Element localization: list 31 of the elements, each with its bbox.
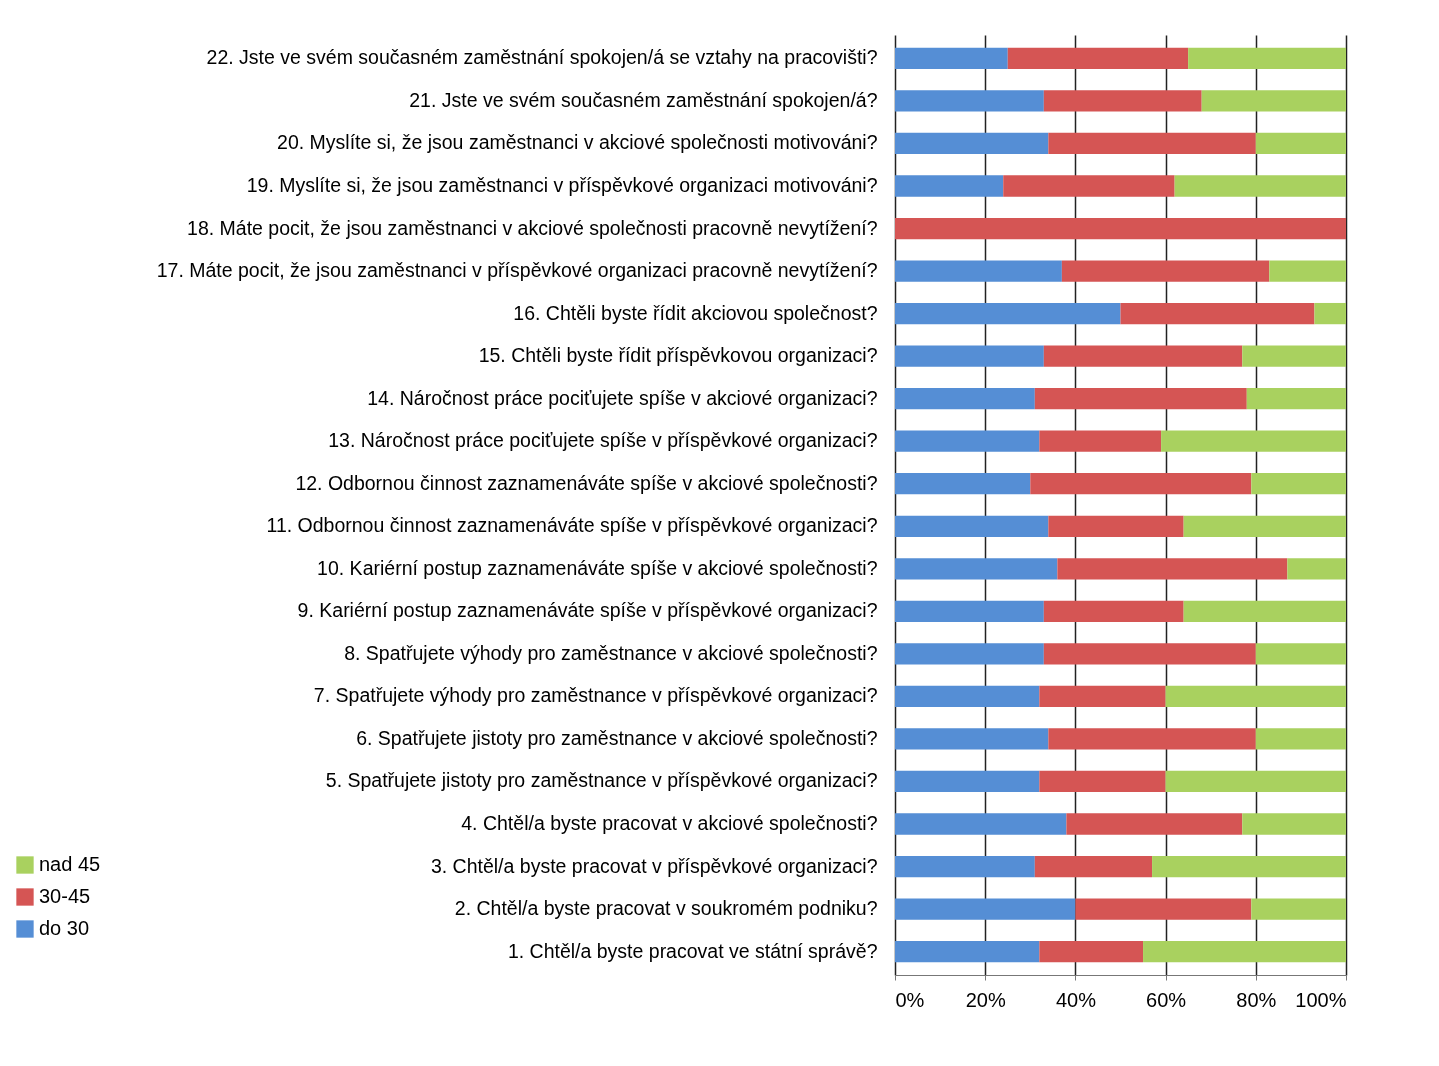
legend-label: 30-45 xyxy=(39,885,91,907)
y-tick-label: 14. Náročnost práce pociťujete spíše v akciové organizaci? xyxy=(367,386,878,409)
y-tick-label: 6. Spatřujete jistoty pro zaměstnance v akciové společnosti? xyxy=(356,726,878,749)
y-tick-label: 20. Myslíte si, že jsou zaměstnanci v akciové společnosti motivováni? xyxy=(277,131,878,154)
y-tick-label: 2. Chtěl/a byste pracovat v soukromém podniku? xyxy=(454,897,878,920)
x-tick-label: 100% xyxy=(1295,988,1347,1011)
y-tick-label: 15. Chtěli byste řídit příspěvkovou organizaci? xyxy=(478,344,878,367)
legend-label: nad 45 xyxy=(39,853,101,875)
y-tick-label: 9. Kariérní postup zaznamenáváte spíše v příspěvkové organizaci? xyxy=(297,599,878,622)
y-tick-label: 11. Odbornou činnost zaznamenáváte spíše v příspěvkové organizaci? xyxy=(266,514,878,537)
x-tick-label: 60% xyxy=(1146,988,1187,1011)
x-tick-label: 0% xyxy=(895,988,925,1011)
y-tick-label: 22. Jste ve svém současném zaměstnání spokojen/á se vztahy na pracovišti? xyxy=(206,46,878,69)
y-tick-label: 10. Kariérní postup zaznamenáváte spíše v akciové společnosti? xyxy=(317,556,878,579)
y-tick-label: 19. Myslíte si, že jsou zaměstnanci v příspěvkové organizaci motivováni? xyxy=(246,174,878,196)
y-tick-label: 21. Jste ve svém současném zaměstnání spokojen/á? xyxy=(409,88,878,111)
y-tick-label: 3. Chtěl/a byste pracovat v příspěvkové organizaci? xyxy=(430,854,878,877)
y-tick-label: 4. Chtěl/a byste pracovat v akciové společnosti? xyxy=(461,812,878,834)
x-tick-label: 80% xyxy=(1236,988,1277,1011)
y-tick-label: 7. Spatřujete výhody pro zaměstnance v příspěvkové organizaci? xyxy=(313,684,878,707)
y-tick-label: 16. Chtěli byste řídit akciovou společnost? xyxy=(513,301,878,324)
y-tick-label: 12. Odbornou činnost zaznamenáváte spíše v akciové společnosti? xyxy=(295,471,878,494)
y-tick-label: 1. Chtěl/a byste pracovat ve státní správě? xyxy=(507,939,878,962)
y-tick-label: 8. Spatřujete výhody pro zaměstnance v akciové společnosti? xyxy=(344,641,878,664)
x-tick-label: 40% xyxy=(1055,988,1097,1011)
y-tick-label: 17. Máte pocit, že jsou zaměstnanci v příspěvkové organizaci pracovně nevytížení? xyxy=(156,259,878,282)
x-tick-label: 20% xyxy=(965,988,1006,1011)
y-tick-label: 18. Máte pocit, že jsou zaměstnanci v akciové společnosti pracovně nevytížení? xyxy=(187,216,878,239)
legend-label: do 30 xyxy=(39,917,90,939)
y-tick-label: 5. Spatřujete jistoty pro zaměstnance v příspěvkové organizaci? xyxy=(325,769,878,792)
y-tick-label: 13. Náročnost práce pociťujete spíše v příspěvkové organizaci? xyxy=(328,429,878,452)
